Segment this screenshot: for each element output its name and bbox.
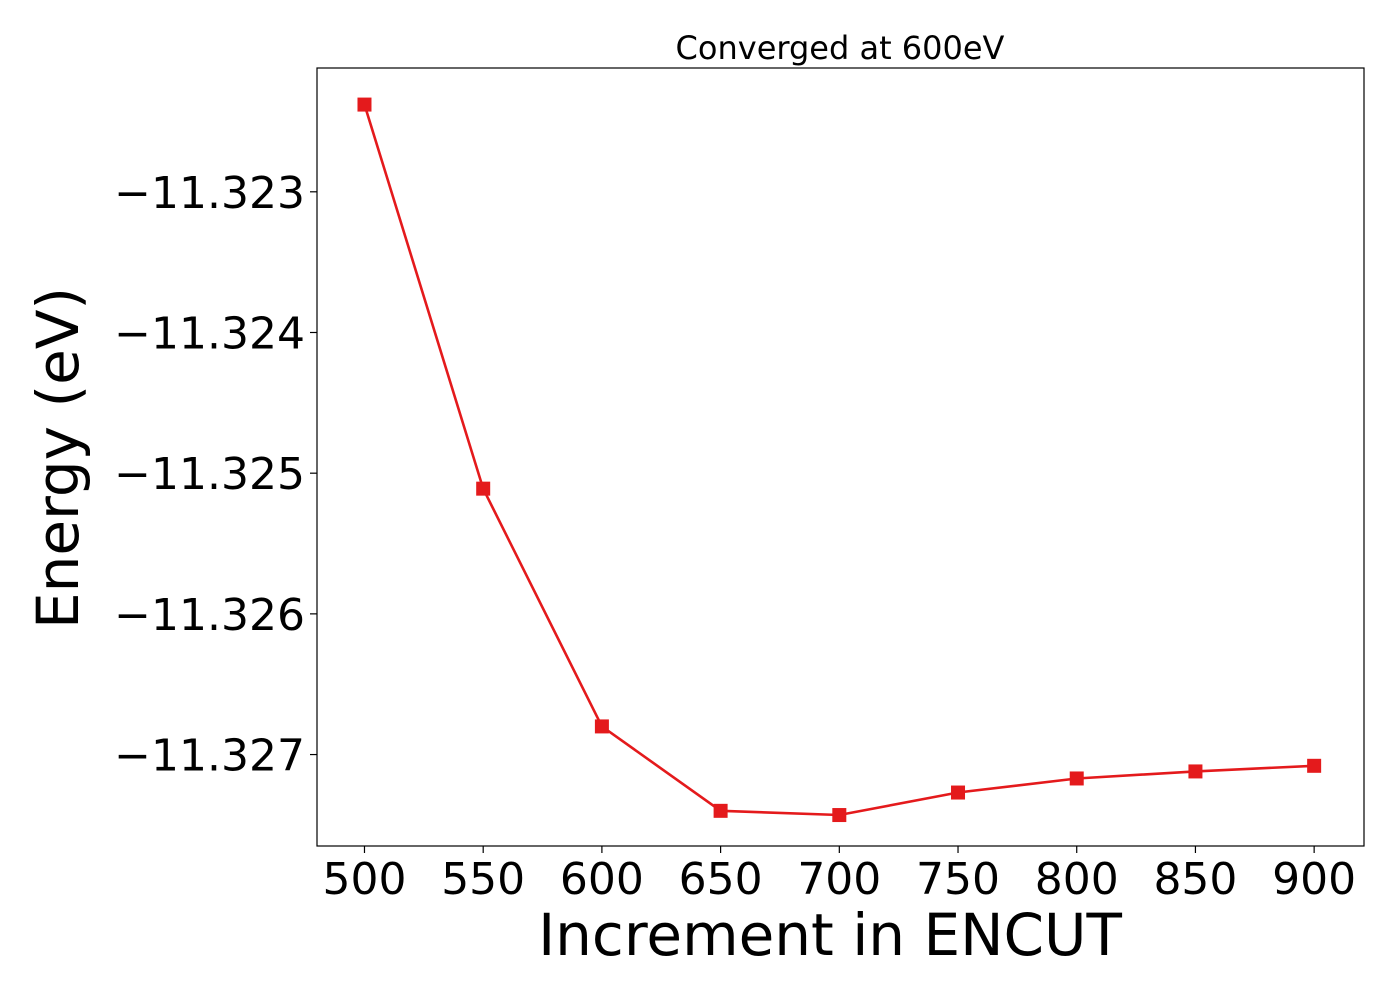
series-layer [357, 97, 1322, 823]
data-point [1069, 771, 1084, 786]
y-tick-label: −11.326 [114, 590, 305, 641]
data-point [713, 803, 728, 818]
y-tick-label: −11.324 [114, 308, 305, 359]
y-tick-label: −11.327 [114, 731, 305, 782]
x-tick-label: 700 [797, 854, 881, 905]
x-tick-label: 500 [322, 854, 406, 905]
x-tick-label: 850 [1153, 854, 1237, 905]
data-point [951, 785, 966, 800]
x-axis-label: Increment in ENCUT [538, 901, 1122, 969]
x-tick-label: 550 [441, 854, 525, 905]
data-point [594, 719, 609, 734]
data-point [1307, 758, 1322, 773]
y-tick-label: −11.325 [114, 449, 305, 500]
data-point [476, 481, 491, 496]
x-ticks: 500 550 600 650 700 750 800 850 900 [322, 846, 1356, 905]
data-point [1188, 764, 1203, 779]
y-axis-label: Energy (eV) [24, 287, 92, 629]
x-tick-label: 900 [1272, 854, 1356, 905]
data-point [832, 808, 847, 823]
x-tick-label: 650 [679, 854, 763, 905]
data-point [357, 97, 372, 112]
y-tick-label: −11.323 [114, 168, 305, 219]
x-tick-label: 750 [916, 854, 1000, 905]
x-tick-label: 600 [560, 854, 644, 905]
plot-area [316, 67, 1365, 847]
y-ticks: −11.323 −11.324 −11.325 −11.326 −11.327 [114, 168, 317, 782]
x-tick-label: 800 [1035, 854, 1119, 905]
chart-title: Converged at 600eV [676, 29, 1005, 67]
